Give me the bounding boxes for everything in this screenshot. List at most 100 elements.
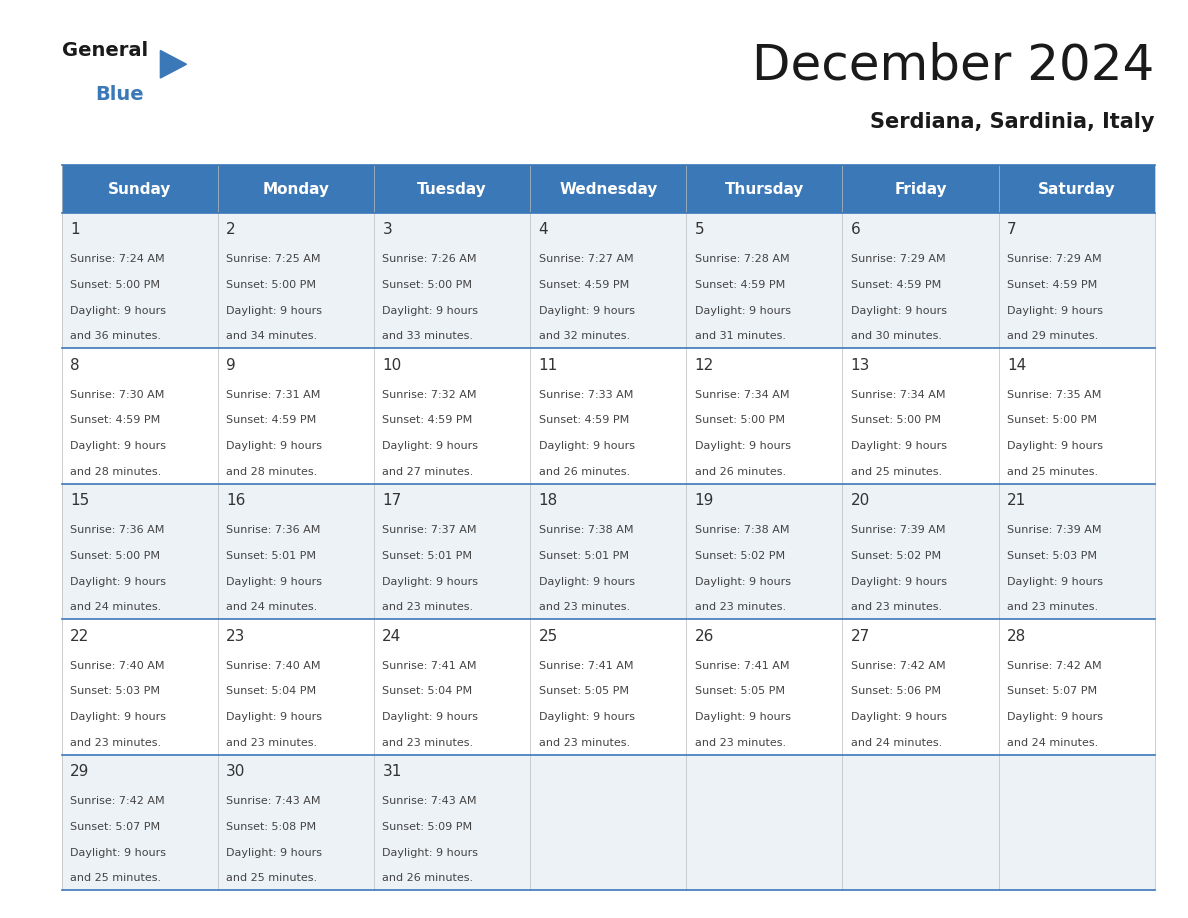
Text: Daylight: 9 hours: Daylight: 9 hours [383, 712, 479, 722]
Text: and 23 minutes.: and 23 minutes. [695, 602, 785, 612]
Text: and 32 minutes.: and 32 minutes. [538, 331, 630, 341]
Text: Sunset: 5:00 PM: Sunset: 5:00 PM [70, 551, 160, 561]
Text: 23: 23 [226, 629, 246, 644]
Text: 4: 4 [538, 222, 548, 237]
Text: and 26 minutes.: and 26 minutes. [383, 873, 474, 883]
Polygon shape [160, 50, 187, 78]
Text: Saturday: Saturday [1038, 182, 1116, 196]
Text: Sunset: 5:05 PM: Sunset: 5:05 PM [538, 687, 628, 697]
Text: Sunrise: 7:40 AM: Sunrise: 7:40 AM [226, 661, 321, 671]
Text: Sunrise: 7:36 AM: Sunrise: 7:36 AM [226, 525, 321, 535]
Text: Daylight: 9 hours: Daylight: 9 hours [695, 442, 791, 451]
Text: 16: 16 [226, 493, 246, 509]
Text: Sunset: 5:02 PM: Sunset: 5:02 PM [695, 551, 785, 561]
Text: and 24 minutes.: and 24 minutes. [70, 602, 162, 612]
Bar [62, 213, 217, 349]
Text: Daylight: 9 hours: Daylight: 9 hours [70, 442, 166, 451]
Text: 21: 21 [1007, 493, 1026, 509]
Text: and 23 minutes.: and 23 minutes. [383, 602, 474, 612]
Text: Sunrise: 7:26 AM: Sunrise: 7:26 AM [383, 254, 476, 264]
Text: Daylight: 9 hours: Daylight: 9 hours [70, 306, 166, 316]
Bar [687, 349, 842, 484]
Text: 27: 27 [851, 629, 870, 644]
Text: Daylight: 9 hours: Daylight: 9 hours [383, 306, 479, 316]
Text: Sunset: 5:03 PM: Sunset: 5:03 PM [1007, 551, 1097, 561]
Text: and 23 minutes.: and 23 minutes. [1007, 602, 1098, 612]
Bar [842, 484, 999, 620]
Bar [999, 755, 1155, 890]
Text: Thursday: Thursday [725, 182, 804, 196]
Text: Daylight: 9 hours: Daylight: 9 hours [1007, 712, 1102, 722]
Text: Sunset: 5:04 PM: Sunset: 5:04 PM [383, 687, 473, 697]
Text: Sunrise: 7:34 AM: Sunrise: 7:34 AM [851, 390, 946, 399]
Text: Sunrise: 7:24 AM: Sunrise: 7:24 AM [70, 254, 165, 264]
Text: Sunrise: 7:40 AM: Sunrise: 7:40 AM [70, 661, 165, 671]
Bar [62, 620, 217, 755]
Text: Sunrise: 7:27 AM: Sunrise: 7:27 AM [538, 254, 633, 264]
Bar [842, 620, 999, 755]
Text: Sunrise: 7:41 AM: Sunrise: 7:41 AM [538, 661, 633, 671]
Bar [842, 755, 999, 890]
Text: Wednesday: Wednesday [560, 182, 657, 196]
Text: 28: 28 [1007, 629, 1026, 644]
Text: Sunrise: 7:39 AM: Sunrise: 7:39 AM [851, 525, 946, 535]
Bar [687, 755, 842, 890]
Text: and 24 minutes.: and 24 minutes. [226, 602, 317, 612]
Text: Sunrise: 7:28 AM: Sunrise: 7:28 AM [695, 254, 789, 264]
Text: Sunset: 5:00 PM: Sunset: 5:00 PM [851, 416, 941, 425]
Text: Daylight: 9 hours: Daylight: 9 hours [851, 577, 947, 587]
Text: 13: 13 [851, 358, 870, 373]
Bar [842, 349, 999, 484]
Text: 31: 31 [383, 764, 402, 779]
Bar [217, 484, 374, 620]
Text: 12: 12 [695, 358, 714, 373]
Text: and 33 minutes.: and 33 minutes. [383, 331, 473, 341]
Text: Sunset: 4:59 PM: Sunset: 4:59 PM [226, 416, 316, 425]
Text: and 31 minutes.: and 31 minutes. [695, 331, 785, 341]
Text: and 23 minutes.: and 23 minutes. [695, 738, 785, 748]
Text: Sunrise: 7:29 AM: Sunrise: 7:29 AM [1007, 254, 1101, 264]
Text: Sunrise: 7:32 AM: Sunrise: 7:32 AM [383, 390, 476, 399]
Text: Sunrise: 7:43 AM: Sunrise: 7:43 AM [383, 796, 476, 806]
Text: Sunset: 4:59 PM: Sunset: 4:59 PM [695, 280, 785, 290]
Bar [62, 755, 217, 890]
Text: Daylight: 9 hours: Daylight: 9 hours [538, 577, 634, 587]
Text: Sunrise: 7:38 AM: Sunrise: 7:38 AM [538, 525, 633, 535]
Text: Sunrise: 7:39 AM: Sunrise: 7:39 AM [1007, 525, 1101, 535]
Text: Daylight: 9 hours: Daylight: 9 hours [226, 847, 322, 857]
Text: Sunrise: 7:42 AM: Sunrise: 7:42 AM [1007, 661, 1101, 671]
Text: 18: 18 [538, 493, 557, 509]
Text: 8: 8 [70, 358, 80, 373]
Text: Sunrise: 7:25 AM: Sunrise: 7:25 AM [226, 254, 321, 264]
Text: Sunset: 5:05 PM: Sunset: 5:05 PM [695, 687, 784, 697]
Text: Sunrise: 7:41 AM: Sunrise: 7:41 AM [383, 661, 476, 671]
Text: General: General [62, 41, 147, 61]
Text: Sunset: 5:00 PM: Sunset: 5:00 PM [226, 280, 316, 290]
Bar [530, 620, 687, 755]
Text: Blue: Blue [95, 85, 144, 105]
Text: 15: 15 [70, 493, 89, 509]
Text: and 25 minutes.: and 25 minutes. [226, 873, 317, 883]
Bar [687, 484, 842, 620]
Text: Daylight: 9 hours: Daylight: 9 hours [538, 306, 634, 316]
Text: and 24 minutes.: and 24 minutes. [851, 738, 942, 748]
Text: Daylight: 9 hours: Daylight: 9 hours [695, 712, 791, 722]
Bar [62, 165, 1155, 213]
Bar [530, 755, 687, 890]
Bar [999, 349, 1155, 484]
Text: Sunset: 5:07 PM: Sunset: 5:07 PM [1007, 687, 1097, 697]
Text: and 23 minutes.: and 23 minutes. [383, 738, 474, 748]
Text: Sunrise: 7:30 AM: Sunrise: 7:30 AM [70, 390, 164, 399]
Text: and 28 minutes.: and 28 minutes. [226, 467, 317, 476]
Text: and 23 minutes.: and 23 minutes. [538, 602, 630, 612]
Text: Daylight: 9 hours: Daylight: 9 hours [538, 712, 634, 722]
Text: Daylight: 9 hours: Daylight: 9 hours [383, 442, 479, 451]
Bar [217, 349, 374, 484]
Bar [62, 484, 217, 620]
Text: 25: 25 [538, 629, 557, 644]
Text: Daylight: 9 hours: Daylight: 9 hours [1007, 306, 1102, 316]
Text: and 25 minutes.: and 25 minutes. [70, 873, 162, 883]
Text: and 28 minutes.: and 28 minutes. [70, 467, 162, 476]
Text: 3: 3 [383, 222, 392, 237]
Text: Sunset: 5:00 PM: Sunset: 5:00 PM [70, 280, 160, 290]
